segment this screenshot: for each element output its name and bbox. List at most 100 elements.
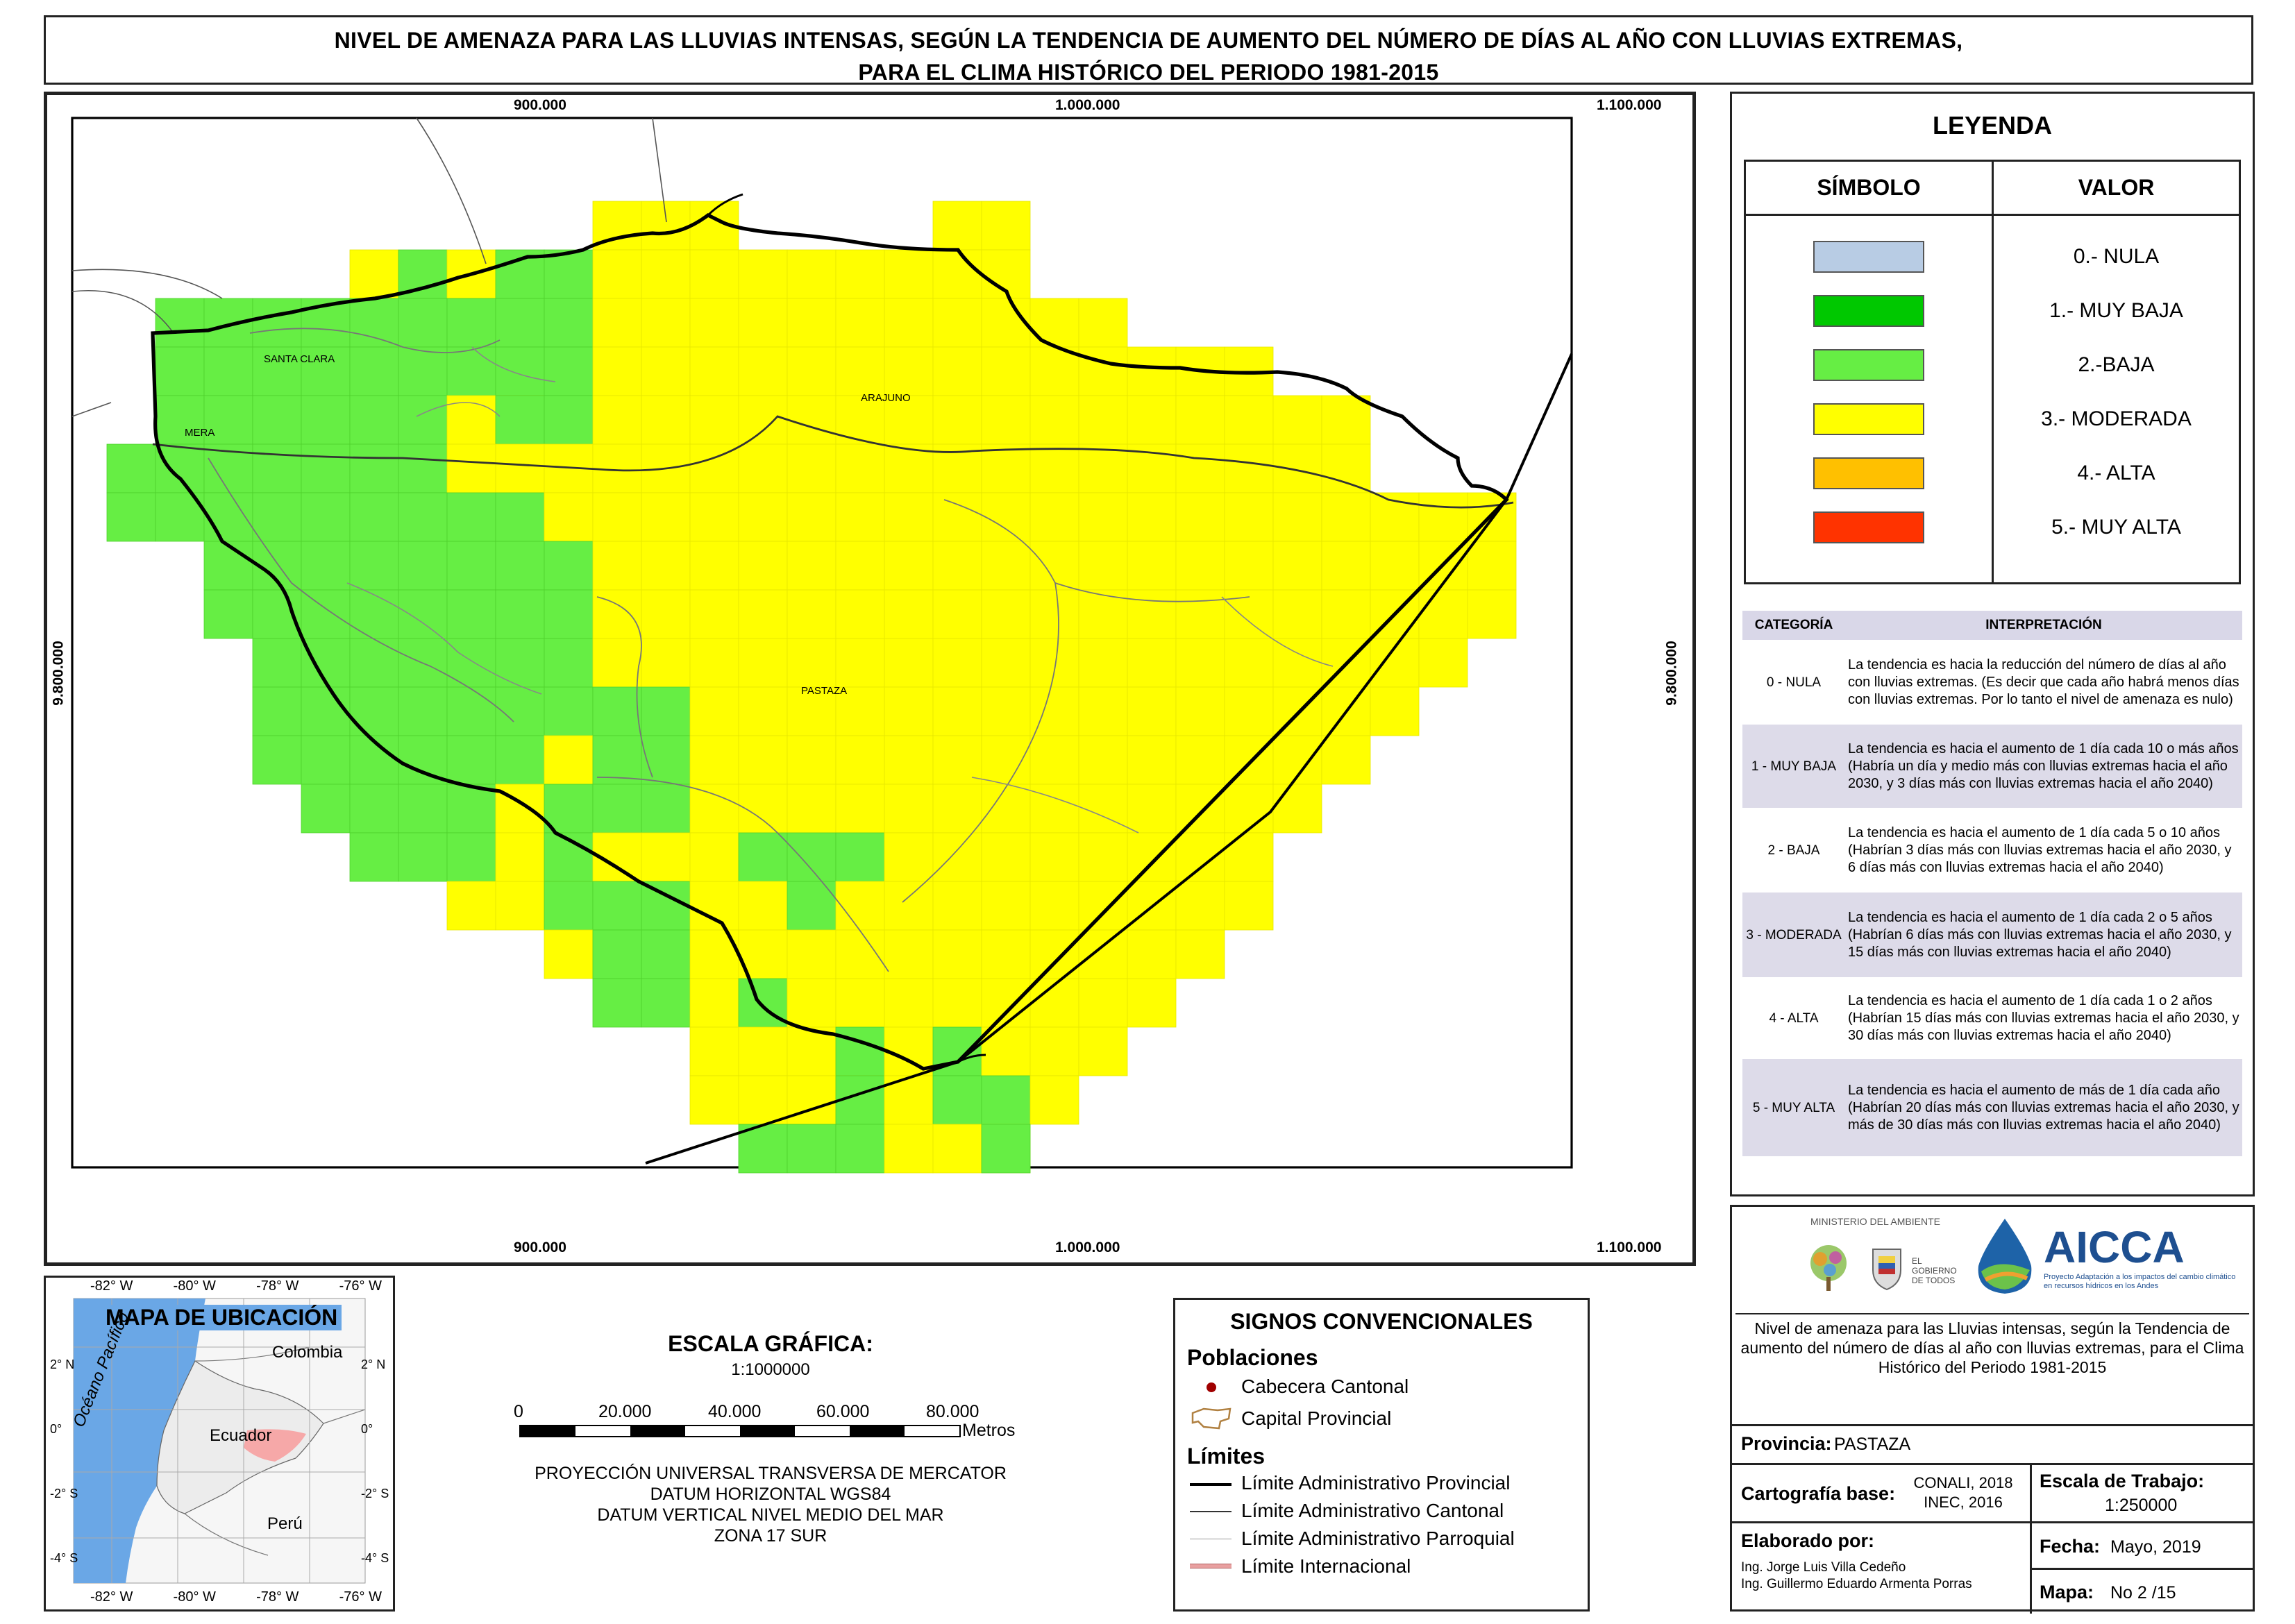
grid-cell <box>349 589 399 639</box>
grid-cell <box>1224 686 1274 736</box>
grid-cell <box>932 492 982 542</box>
grid-cell <box>932 541 982 591</box>
grid-cell <box>981 443 1031 493</box>
signs-poblaciones: Poblaciones <box>1187 1345 1318 1370</box>
parroquial-boundary-2 <box>346 346 1334 834</box>
signs-lim-provincial: Límite Administrativo Provincial <box>1241 1472 1511 1494</box>
grid-cell <box>1175 541 1225 591</box>
grid-cell <box>495 881 545 931</box>
grid-cell <box>1224 443 1274 493</box>
grid-cell <box>787 929 837 979</box>
label-pastaza: PASTAZA <box>801 685 847 697</box>
projection-line-1: PROYECCIÓN UNIVERSAL TRANSVERSA DE MERCA… <box>535 1464 1007 1483</box>
loc-lat-r1: 0° <box>361 1422 373 1436</box>
info-description: Nivel de amenaza para las Lluvias intens… <box>1735 1313 2249 1377</box>
grid-cell <box>981 881 1031 931</box>
grid-cell <box>738 638 788 688</box>
grid-cell <box>1127 492 1177 542</box>
grid-cell <box>738 686 788 736</box>
grid-cell <box>787 832 837 882</box>
loc-country-peru: Perú <box>267 1514 303 1533</box>
grid-cell <box>301 443 351 493</box>
grid-cell <box>689 735 739 785</box>
interp-category: 2 - BAJA <box>1767 843 1820 858</box>
title-box: NIVEL DE AMENAZA PARA LAS LLUVIAS INTENS… <box>44 15 2253 85</box>
grid-cell <box>1224 492 1274 542</box>
fecha-label: Fecha: <box>2040 1536 2101 1557</box>
grid-cell <box>689 832 739 882</box>
grid-cell <box>738 735 788 785</box>
grid-cell <box>349 638 399 688</box>
grid-cell <box>1175 443 1225 493</box>
cartografia-value-1: INEC, 2016 <box>1924 1494 2003 1511</box>
mapa-label: Mapa: <box>2040 1582 2094 1602</box>
aicca-drop-icon <box>1978 1219 2032 1294</box>
projection-info: PROYECCIÓN UNIVERSAL TRANSVERSA DE MERCA… <box>486 1463 1055 1546</box>
grid-cell <box>932 1124 982 1174</box>
grid-cell <box>884 735 934 785</box>
grid-cell <box>1175 784 1225 834</box>
projection-line-3: DATUM VERTICAL NIVEL MEDIO DEL MAR <box>597 1505 944 1525</box>
grid-cell <box>446 541 496 591</box>
grid-cell <box>738 1075 788 1125</box>
scale-tick-2: 40.000 <box>708 1402 762 1421</box>
grid-cell <box>641 492 691 542</box>
grid-cell <box>495 492 545 542</box>
grid-cell <box>301 784 351 834</box>
grid-cell <box>689 1075 739 1125</box>
grid-cell <box>981 1124 1031 1174</box>
threat-grid <box>106 201 1517 1174</box>
info-cartografia-row: Cartografía base: CONALI, 2018 INEC, 201… <box>1730 1463 2255 1523</box>
grid-cell <box>835 298 885 348</box>
grid-cell <box>787 298 837 348</box>
grid-cell <box>1370 686 1420 736</box>
grid-cell <box>252 638 302 688</box>
grid-cell <box>835 443 885 493</box>
grid-cell <box>592 249 642 299</box>
aicca-logo-text: AICCA <box>2044 1222 2185 1272</box>
grid-cell <box>495 735 545 785</box>
ocean-area <box>74 1299 205 1583</box>
loc-lon-2: -78° W <box>256 1278 299 1294</box>
ministerio-label: MINISTERIO DEL AMBIENTE <box>1810 1216 1940 1227</box>
grid-cell <box>1321 492 1371 542</box>
grid-cell <box>1175 832 1225 882</box>
signs-lim-internacional: Límite Internacional <box>1241 1555 1411 1577</box>
title-line-1: NIVEL DE AMENAZA PARA LAS LLUVIAS INTENS… <box>334 28 1963 53</box>
grid-cell <box>1127 929 1177 979</box>
grid-cell <box>981 832 1031 882</box>
grid-cell <box>1418 589 1468 639</box>
grid-cell <box>932 832 982 882</box>
grid-cell <box>787 735 837 785</box>
loc-lon-bottom: -82° W -80° W -78° W -76° W <box>90 1589 382 1605</box>
grid-cell <box>301 589 351 639</box>
neighbor-boundary <box>72 117 667 417</box>
grid-cell <box>495 298 545 348</box>
grid-cell <box>1321 735 1371 785</box>
grid-cell <box>1224 735 1274 785</box>
grid-cell <box>1029 784 1079 834</box>
grid-cell <box>495 346 545 396</box>
grid-cell <box>835 492 885 542</box>
grid-cell <box>1078 784 1128 834</box>
grid-cell <box>1467 589 1517 639</box>
grid-cell <box>398 589 448 639</box>
grid-cell <box>1175 589 1225 639</box>
cartografia-values: CONALI, 2018 INEC, 2016 <box>1903 1473 2023 1512</box>
grid-cell <box>932 201 982 251</box>
label-mera: MERA <box>185 427 215 439</box>
grid-cell <box>981 395 1031 445</box>
loc-country-colombia: Colombia <box>272 1343 343 1362</box>
grid-cell <box>738 832 788 882</box>
grid-cell <box>932 1075 982 1125</box>
title-line-2: PARA EL CLIMA HISTÓRICO DEL PERIODO 1981… <box>858 60 1439 85</box>
grid-cell <box>787 395 837 445</box>
grid-cell <box>1224 395 1274 445</box>
grid-cell <box>544 881 594 931</box>
loc-lon-3: -76° W <box>339 1278 382 1294</box>
ministerio-tree-icon <box>1810 1245 1847 1291</box>
grid-cell <box>689 443 739 493</box>
grid-cell <box>884 978 934 1028</box>
grid-cell <box>932 686 982 736</box>
grid-cell <box>495 638 545 688</box>
